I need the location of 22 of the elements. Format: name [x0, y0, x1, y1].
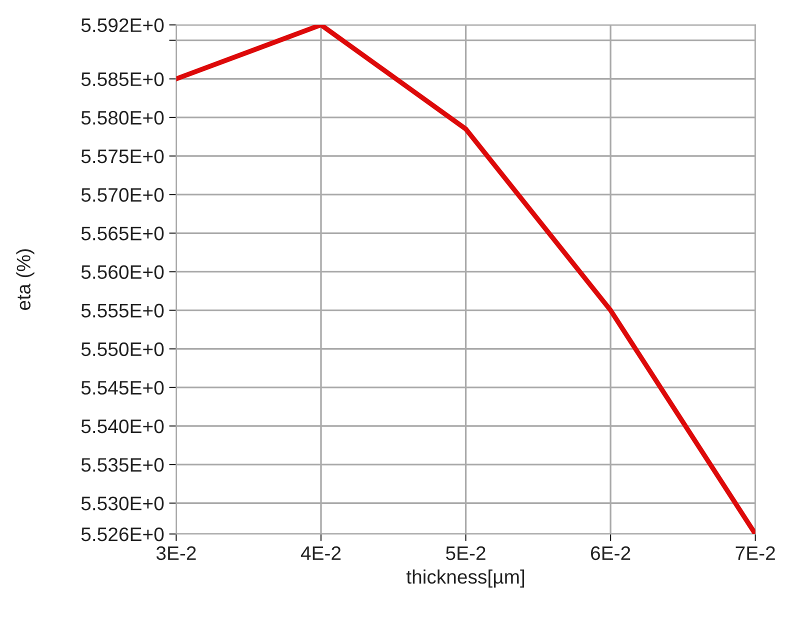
line-series	[176, 24, 756, 534]
y-tick-label: 5.540E+0	[81, 419, 164, 434]
y-axis-title: eta (%)	[16, 249, 34, 310]
x-tick-label: 7E-2	[736, 546, 775, 560]
y-tick-label: 5.580E+0	[81, 110, 164, 125]
x-tick-label: 4E-2	[300, 546, 341, 560]
x-tick-label: 5E-2	[446, 546, 486, 560]
x-tick-label: 3E-2	[156, 546, 196, 560]
y-tick-label: 5.545E+0	[81, 380, 164, 395]
y-tick-label: 5.526E+0	[81, 527, 164, 542]
y-tick-label: 5.535E+0	[81, 458, 164, 472]
y-tick-label: 5.530E+0	[81, 496, 164, 510]
y-tick-label: 5.565E+0	[81, 226, 164, 240]
y-tick-label: 5.585E+0	[81, 72, 164, 86]
x-axis-title: thickness[µm]	[406, 569, 524, 588]
y-tick-label: 5.592E+0	[81, 18, 164, 32]
y-tick-label: 5.560E+0	[81, 265, 164, 279]
y-tick-label: 5.570E+0	[81, 188, 164, 202]
x-tick-label: 6E-2	[591, 546, 630, 560]
y-tick-label: 5.550E+0	[81, 342, 164, 356]
y-tick-label: 5.575E+0	[81, 149, 164, 164]
y-tick-label: 5.555E+0	[81, 304, 164, 318]
